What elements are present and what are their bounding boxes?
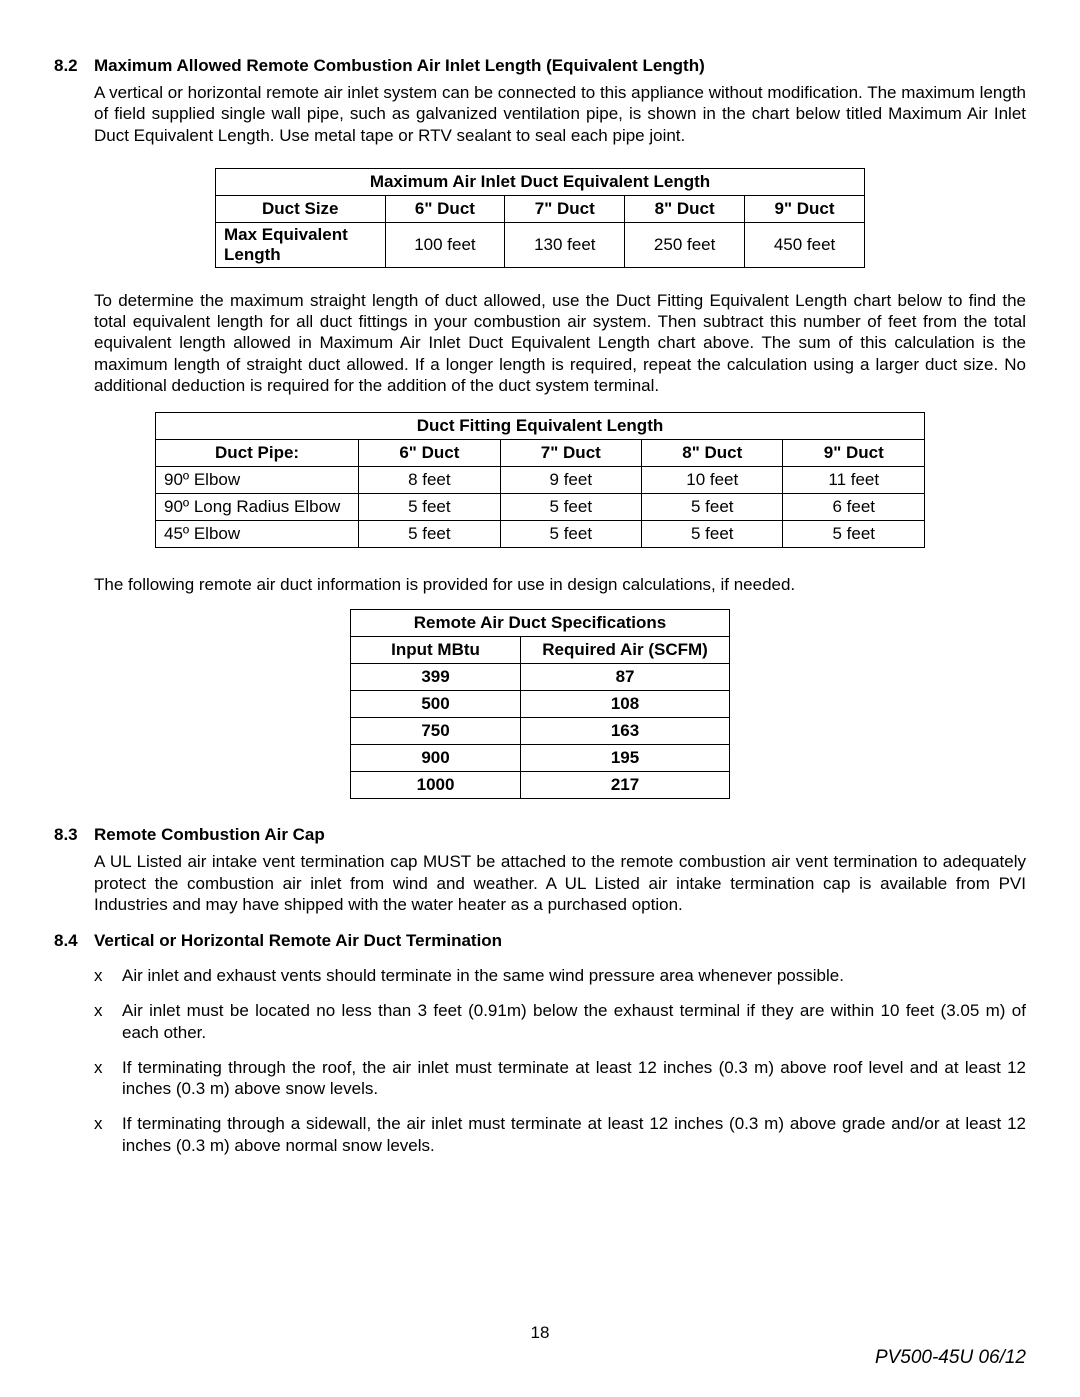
table-title: Maximum Air Inlet Duct Equivalent Length (216, 168, 865, 195)
table-row: 750 163 (351, 718, 730, 745)
table-cell: 500 (351, 691, 521, 718)
table-cell: 9 feet (500, 467, 641, 494)
table-cell: 87 (521, 664, 730, 691)
table-title: Remote Air Duct Specifications (351, 610, 730, 637)
table-cell: 5 feet (500, 494, 641, 521)
col-header: Required Air (SCFM) (521, 637, 730, 664)
col-header: Duct Pipe: (156, 440, 359, 467)
section-title: Maximum Allowed Remote Combustion Air In… (94, 56, 705, 76)
table-max-air-inlet: Maximum Air Inlet Duct Equivalent Length… (215, 168, 865, 268)
table-cell: 130 feet (505, 222, 625, 267)
table-cell: 399 (351, 664, 521, 691)
table-row: 90º Long Radius Elbow 5 feet 5 feet 5 fe… (156, 494, 925, 521)
section-8-2-para-2: To determine the maximum straight length… (94, 290, 1026, 396)
table-row: 45º Elbow 5 feet 5 feet 5 feet 5 feet (156, 521, 925, 548)
table-cell: 5 feet (500, 521, 641, 548)
section-8-3-heading: 8.3 Remote Combustion Air Cap (54, 825, 1026, 845)
col-header: 7" Duct (505, 195, 625, 222)
table-cell: 100 feet (385, 222, 505, 267)
section-title: Vertical or Horizontal Remote Air Duct T… (94, 931, 502, 951)
table-title: Duct Fitting Equivalent Length (156, 413, 925, 440)
table-cell: 5 feet (783, 521, 925, 548)
table-row: 399 87 (351, 664, 730, 691)
section-8-4-bullets: x Air inlet and exhaust vents should ter… (94, 965, 1026, 1156)
row-label: Max Equivalent Length (216, 222, 386, 267)
page-number: 18 (0, 1323, 1080, 1343)
section-number: 8.4 (54, 931, 94, 951)
table-cell: 217 (521, 772, 730, 799)
footer-doc-id: PV500-45U 06/12 (875, 1347, 1026, 1369)
table-cell: 11 feet (783, 467, 925, 494)
bullet-marker: x (94, 965, 122, 986)
table-cell: 163 (521, 718, 730, 745)
table-cell: 6 feet (783, 494, 925, 521)
table-duct-fitting: Duct Fitting Equivalent Length Duct Pipe… (155, 412, 925, 548)
row-label: 90º Elbow (156, 467, 359, 494)
section-8-2-para-3: The following remote air duct informatio… (94, 574, 1026, 595)
col-header: 8" Duct (625, 195, 745, 222)
row-label: 90º Long Radius Elbow (156, 494, 359, 521)
bullet-text: Air inlet and exhaust vents should termi… (122, 965, 844, 986)
col-header: 6" Duct (359, 440, 500, 467)
table-cell: 5 feet (642, 494, 783, 521)
bullet-marker: x (94, 1057, 122, 1100)
col-header: Input MBtu (351, 637, 521, 664)
table-cell: 5 feet (359, 521, 500, 548)
col-header: 9" Duct (783, 440, 925, 467)
table-cell: 1000 (351, 772, 521, 799)
section-title: Remote Combustion Air Cap (94, 825, 325, 845)
table-cell: 450 feet (745, 222, 865, 267)
bullet-item: x Air inlet must be located no less than… (94, 1000, 1026, 1043)
section-8-2-heading: 8.2 Maximum Allowed Remote Combustion Ai… (54, 56, 1026, 76)
bullet-item: x If terminating through the roof, the a… (94, 1057, 1026, 1100)
table-cell: 5 feet (642, 521, 783, 548)
table-cell: 5 feet (359, 494, 500, 521)
table-cell: 108 (521, 691, 730, 718)
row-label: 45º Elbow (156, 521, 359, 548)
document-page: 8.2 Maximum Allowed Remote Combustion Ai… (0, 0, 1080, 1397)
table-cell: 8 feet (359, 467, 500, 494)
section-8-3-para: A UL Listed air intake vent termination … (94, 851, 1026, 915)
table-row: 1000 217 (351, 772, 730, 799)
col-header: 9" Duct (745, 195, 865, 222)
table-cell: 750 (351, 718, 521, 745)
section-number: 8.3 (54, 825, 94, 845)
table-cell: 10 feet (642, 467, 783, 494)
table-remote-air-duct-spec: Remote Air Duct Specifications Input MBt… (350, 609, 730, 799)
section-8-2-para-1: A vertical or horizontal remote air inle… (94, 82, 1026, 146)
section-8-4-heading: 8.4 Vertical or Horizontal Remote Air Du… (54, 931, 1026, 951)
bullet-marker: x (94, 1000, 122, 1043)
bullet-text: If terminating through a sidewall, the a… (122, 1113, 1026, 1156)
bullet-text: If terminating through the roof, the air… (122, 1057, 1026, 1100)
bullet-text: Air inlet must be located no less than 3… (122, 1000, 1026, 1043)
col-header: 7" Duct (500, 440, 641, 467)
col-header: 6" Duct (385, 195, 505, 222)
table-row: 900 195 (351, 745, 730, 772)
row-label: Duct Size (216, 195, 386, 222)
bullet-item: x If terminating through a sidewall, the… (94, 1113, 1026, 1156)
bullet-item: x Air inlet and exhaust vents should ter… (94, 965, 1026, 986)
table-row: 90º Elbow 8 feet 9 feet 10 feet 11 feet (156, 467, 925, 494)
bullet-marker: x (94, 1113, 122, 1156)
table-cell: 195 (521, 745, 730, 772)
table-cell: 250 feet (625, 222, 745, 267)
table-cell: 900 (351, 745, 521, 772)
col-header: 8" Duct (642, 440, 783, 467)
section-number: 8.2 (54, 56, 94, 76)
table-row: 500 108 (351, 691, 730, 718)
